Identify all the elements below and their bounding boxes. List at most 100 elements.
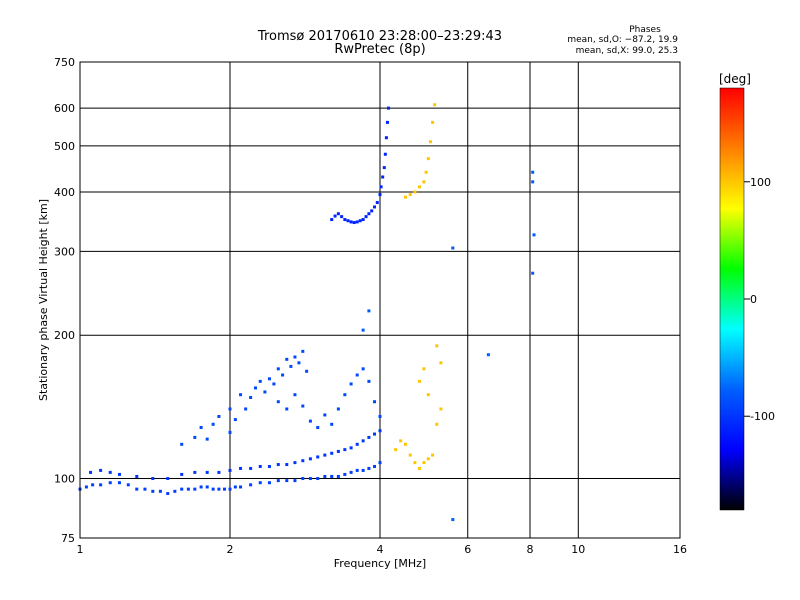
- data-point: [276, 367, 280, 371]
- data-point: [381, 175, 385, 179]
- data-point: [352, 221, 356, 225]
- data-point: [532, 233, 536, 237]
- x-tick-labels: 1 2 4 6 8 10 16: [77, 543, 688, 556]
- data-point: [386, 106, 390, 110]
- data-point: [316, 477, 320, 481]
- data-point: [205, 437, 209, 441]
- colorbar-ticks: 100 0 -100: [744, 176, 775, 423]
- data-point: [361, 328, 365, 332]
- data-point: [99, 483, 103, 487]
- data-point: [422, 461, 426, 465]
- data-point: [403, 442, 407, 446]
- data-point: [336, 449, 340, 453]
- data-point: [417, 185, 421, 189]
- data-point: [370, 209, 374, 213]
- data-point: [249, 483, 253, 487]
- colorbar-tick-label: -100: [750, 410, 775, 423]
- data-point: [361, 218, 365, 222]
- data-point: [408, 193, 412, 197]
- data-point: [531, 180, 535, 184]
- data-point: [343, 393, 347, 397]
- data-point: [276, 463, 280, 467]
- data-point: [349, 382, 353, 386]
- data-point: [355, 468, 359, 472]
- data-point: [349, 446, 353, 450]
- y-tick-label: 750: [54, 56, 75, 69]
- plot-frame: [79, 61, 681, 539]
- data-point: [285, 407, 289, 411]
- data-point: [293, 461, 297, 465]
- data-point: [403, 195, 407, 199]
- data-point: [336, 474, 340, 478]
- data-point: [417, 379, 421, 383]
- data-point: [399, 439, 403, 443]
- data-point: [186, 487, 190, 491]
- data-point: [433, 103, 437, 107]
- data-point: [151, 477, 155, 481]
- data-point: [305, 369, 309, 373]
- data-point: [340, 215, 344, 219]
- data-point: [355, 442, 359, 446]
- x-tick-label: 6: [464, 543, 471, 556]
- data-point: [135, 474, 139, 478]
- data-point: [336, 407, 340, 411]
- data-point: [413, 190, 417, 194]
- colorbar: [719, 87, 745, 511]
- y-tick-label: 400: [54, 186, 75, 199]
- data-point: [89, 470, 93, 474]
- data-point: [267, 377, 271, 381]
- data-point: [166, 477, 170, 481]
- data-point: [293, 355, 297, 359]
- data-point: [379, 185, 383, 189]
- data-point: [323, 453, 327, 457]
- y-tick-label: 500: [54, 140, 75, 153]
- data-point: [330, 422, 334, 426]
- data-point: [301, 477, 305, 481]
- data-point: [378, 461, 382, 465]
- data-point: [180, 442, 184, 446]
- data-point: [301, 349, 305, 353]
- data-point: [193, 487, 197, 491]
- data-point: [249, 395, 253, 399]
- data-point: [330, 451, 334, 455]
- data-point: [143, 487, 147, 491]
- data-point: [343, 472, 347, 476]
- data-point: [308, 477, 312, 481]
- data-point: [364, 215, 368, 219]
- data-point: [217, 470, 221, 474]
- data-point: [239, 393, 243, 397]
- data-point: [228, 468, 232, 472]
- data-point: [285, 357, 289, 361]
- data-point: [316, 455, 320, 459]
- data-point: [285, 479, 289, 483]
- data-point: [378, 429, 382, 433]
- data-point: [253, 386, 257, 390]
- stats-line-o: mean, sd,O: −87.2, 19.9: [567, 35, 678, 45]
- data-point: [289, 364, 293, 368]
- data-point: [428, 140, 432, 144]
- data-point: [205, 485, 209, 489]
- data-point: [223, 487, 227, 491]
- data-point: [343, 448, 347, 452]
- data-point: [316, 425, 320, 429]
- data-point: [486, 353, 490, 357]
- data-point: [431, 120, 435, 124]
- data-point: [330, 218, 334, 222]
- stats-line-x: mean, sd,X: 99.0, 25.3: [576, 46, 678, 56]
- data-point: [297, 361, 301, 365]
- data-point: [413, 461, 417, 465]
- data-point: [422, 180, 426, 184]
- colorbar-label: [deg]: [719, 72, 751, 86]
- data-point: [361, 367, 365, 371]
- data-point: [308, 419, 312, 423]
- y-tick-label: 300: [54, 245, 75, 258]
- data-point: [367, 435, 371, 439]
- data-point: [336, 212, 340, 216]
- data-point: [228, 407, 232, 411]
- data-point: [439, 407, 443, 411]
- data-point: [435, 422, 439, 426]
- data-point: [361, 468, 365, 472]
- data-point: [451, 518, 455, 522]
- data-point: [258, 464, 262, 468]
- data-point: [301, 404, 305, 408]
